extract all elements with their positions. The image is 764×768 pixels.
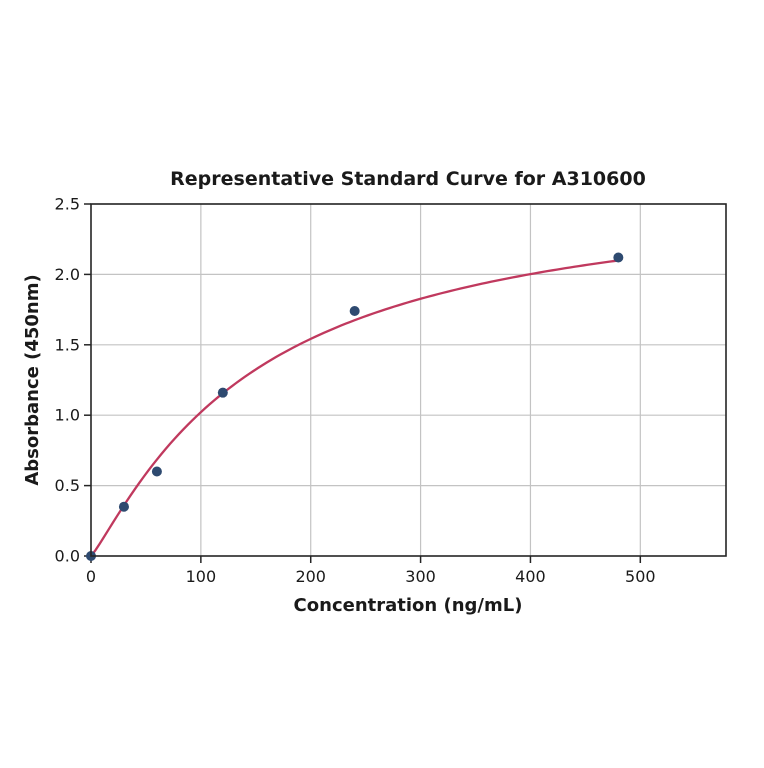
x-tick-label: 100 — [186, 567, 217, 586]
data-point — [118, 501, 129, 512]
data-point — [151, 466, 162, 477]
y-tick-label: 2.5 — [55, 195, 80, 214]
x-tick-label: 400 — [515, 567, 546, 586]
y-tick-label: 1.0 — [55, 406, 80, 425]
y-tick-label: 0.0 — [55, 547, 80, 566]
x-tick-label: 500 — [625, 567, 656, 586]
x-tick-label: 300 — [405, 567, 436, 586]
data-point — [613, 252, 624, 263]
y-axis-label: Absorbance (450nm) — [22, 274, 43, 485]
x-tick-label: 0 — [86, 567, 96, 586]
data-points — [86, 252, 624, 561]
gridlines — [91, 203, 726, 556]
axis-ticks — [84, 203, 642, 563]
x-axis-label: Concentration (ng/mL) — [294, 595, 523, 616]
data-point — [349, 306, 360, 317]
plot-frame — [90, 203, 727, 557]
x-tick-labels: 0 100 200 300 400 500 — [86, 567, 656, 586]
y-tick-labels: 0.0 0.5 1.0 1.5 2.0 2.5 — [55, 195, 80, 566]
fit-curve — [89, 259, 620, 558]
y-tick-label: 1.5 — [55, 335, 80, 354]
y-tick-label: 0.5 — [55, 476, 80, 495]
data-point — [217, 387, 228, 398]
chart-title: Representative Standard Curve for A31060… — [170, 168, 646, 190]
x-tick-label: 200 — [295, 567, 326, 586]
y-tick-label: 2.0 — [55, 265, 80, 284]
